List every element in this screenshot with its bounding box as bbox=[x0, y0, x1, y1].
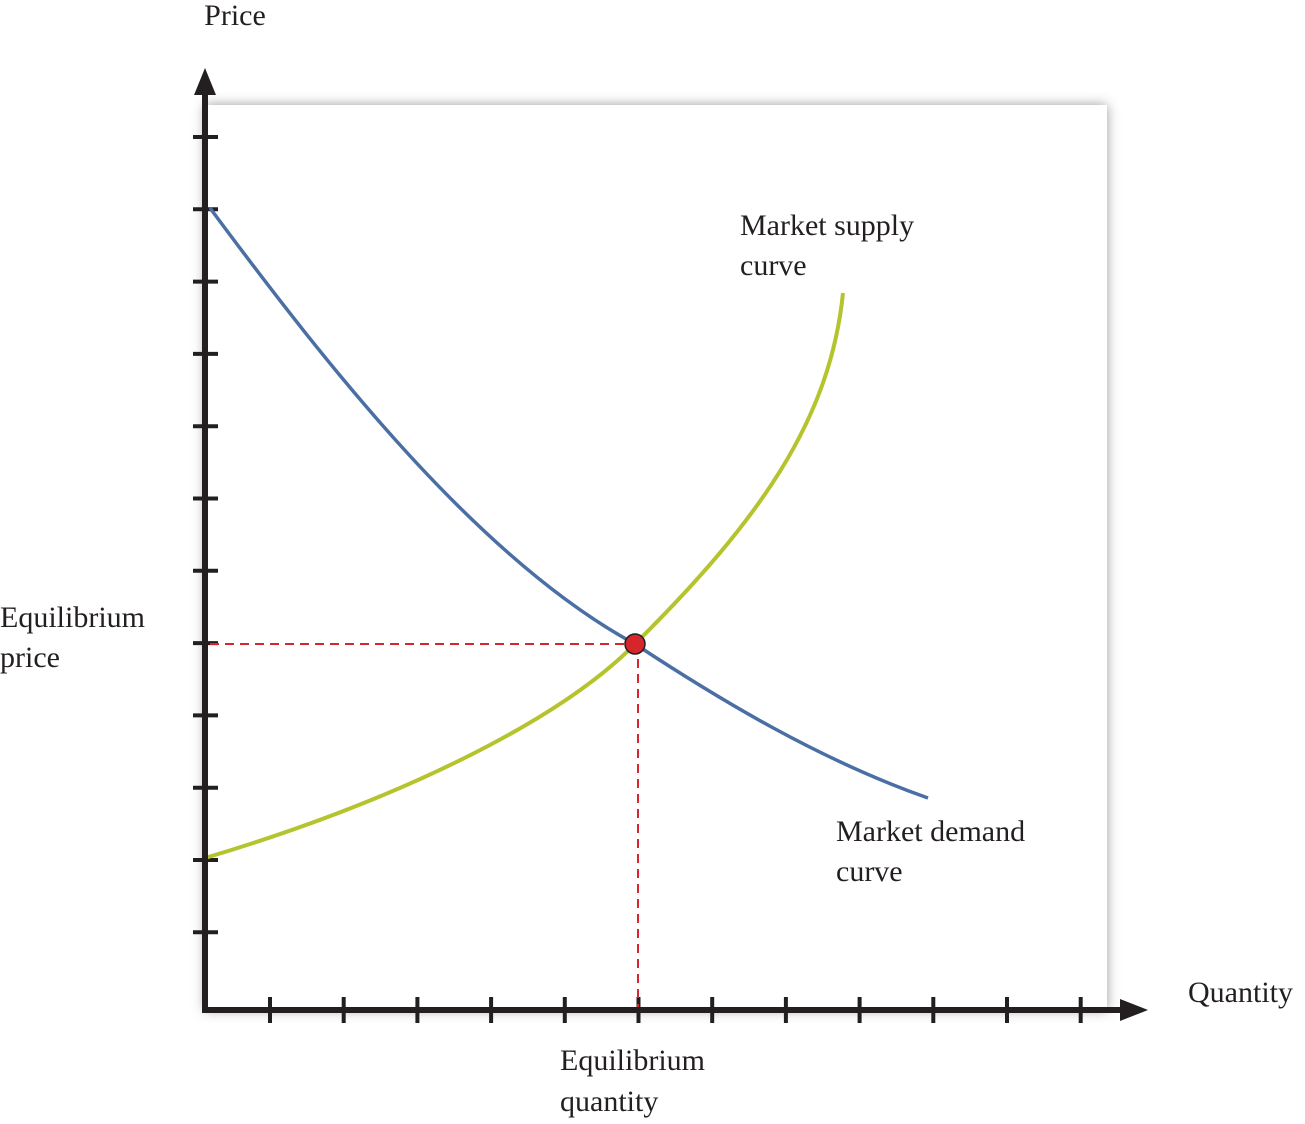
demand-label: Market demand bbox=[836, 815, 1025, 848]
plot-area bbox=[205, 105, 1107, 1010]
equilibrium-quantity-label: quantity bbox=[560, 1085, 658, 1118]
y-arrow bbox=[194, 68, 216, 95]
x-axis-label: Quantity bbox=[1188, 976, 1293, 1009]
supply-label: curve bbox=[740, 249, 807, 282]
supply-label: Market supply bbox=[740, 209, 914, 242]
demand-curve bbox=[208, 206, 929, 800]
equilibrium-point bbox=[624, 633, 646, 655]
equilibrium-quantity-label: Equilibrium bbox=[560, 1044, 705, 1077]
equilibrium-price-label: Equilibrium bbox=[0, 601, 145, 634]
y-axis-label: Price bbox=[204, 0, 266, 32]
equilibrium-price-label: price bbox=[0, 641, 60, 674]
demand-label: curve bbox=[836, 855, 903, 888]
x-arrow bbox=[1120, 999, 1148, 1021]
